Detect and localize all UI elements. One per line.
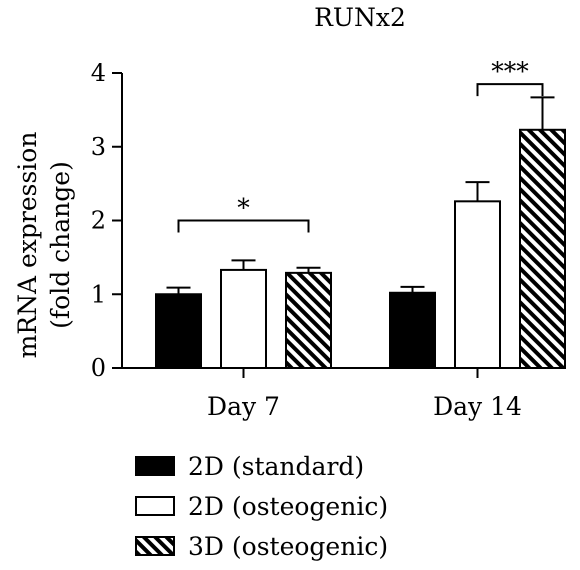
x-tick-label: Day 7: [207, 392, 280, 421]
y-tick-label: 0: [91, 354, 106, 382]
y-tick-label: 3: [91, 133, 106, 161]
axes: 0 1 2 3 4 Day 7 Day 14: [91, 59, 560, 421]
legend: 2D (standard) 2D (osteogenic) 3D (osteogen…: [135, 452, 388, 561]
y-tick-label: 1: [91, 280, 106, 308]
bar-open-0: [220, 268, 267, 370]
significance-label: *: [237, 194, 250, 223]
legend-swatch-open: [135, 496, 175, 516]
y-tick-label: 4: [91, 59, 106, 87]
bar-hatched-0: [285, 271, 332, 369]
legend-label: 2D (standard): [188, 452, 364, 481]
y-tick-label: 2: [91, 207, 106, 235]
x-tick-label: Day 14: [433, 392, 522, 421]
bar-open-1: [454, 200, 501, 369]
bar-solid-0: [155, 293, 202, 369]
y-axis-label-line2: (fold change): [46, 161, 75, 329]
legend-label: 2D (osteogenic): [188, 492, 388, 521]
legend-label: 3D (osteogenic): [188, 532, 388, 561]
significance-annotations: ****: [177, 57, 544, 233]
significance-bracket: [476, 83, 544, 97]
bar-hatched-1: [519, 128, 566, 369]
bar-solid-1: [389, 291, 436, 369]
y-axis-label-line1: mRNA expression: [13, 132, 42, 359]
chart-title: RUNx2: [314, 3, 406, 32]
bars-group: [155, 96, 566, 370]
significance-bracket: [177, 219, 310, 233]
significance-label: ***: [491, 57, 529, 86]
legend-swatch-hatched: [135, 536, 175, 556]
legend-swatch-solid: [135, 456, 175, 476]
